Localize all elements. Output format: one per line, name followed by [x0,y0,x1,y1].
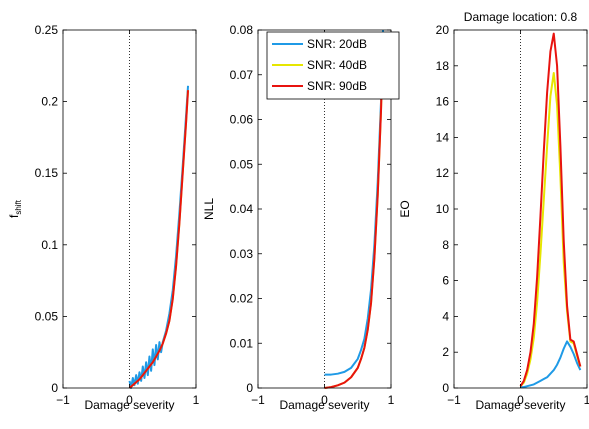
chart3-y-tick-label: 18 [436,59,450,73]
chart1-plot-area [63,30,196,388]
chart1-series-3-line [128,90,190,389]
chart2-y-tick-label: 0.01 [230,336,254,350]
chart1-y-tick-label: 0.05 [35,309,59,323]
chart2-y-tick-label: 0.06 [230,113,254,127]
chart1-x-tick-label: −1 [56,393,70,407]
chart3-y-tick-label: 8 [442,238,449,252]
chart2-legend-label-3: SNR: 90dB [307,79,367,93]
chart2-legend: SNR: 20dB SNR: 40dB SNR: 90dB [266,31,400,100]
chart2-x-tick-label: 1 [388,393,395,407]
chart3-y-tick-label: 4 [442,309,449,323]
chart3-y-tick-label: 10 [436,202,450,216]
chart3-plot-area [454,30,587,388]
chart1-x-axis-label: Damage severity [84,398,174,412]
chart3-y-tick-label: 12 [436,166,450,180]
chart1-x-tick-label: 1 [193,393,200,407]
chart3-x-axis-label: Damage severity [475,398,565,412]
chart3-y-tick-label: 6 [442,274,449,288]
chart3-x-tick-label: 0 [517,393,524,407]
chart2-y-tick-label: 0.05 [230,157,254,171]
chart2-legend-label-2: SNR: 40dB [307,58,367,72]
chart1-y-axis-label-subscript: shift [14,199,23,214]
chart1-x-tick-label: 0 [126,393,133,407]
chart3-series-1-line [520,340,582,389]
chart2-series-3-line [324,38,385,389]
chart3-y-tick-label: 16 [436,95,450,109]
chart2-x-axis-label: Damage severity [279,398,369,412]
chart2-y-tick-label: 0 [246,381,253,395]
chart1-y-tick-label: 0 [51,381,58,395]
chart3-series-2-line [519,71,582,387]
chart2-x-tick-label: −1 [251,393,265,407]
chart2-series-group [324,29,385,389]
chart2-y-tick-label: 0.02 [230,292,254,306]
chart2-x-tick-label: 0 [321,393,328,407]
chart3-title: Damage location: 0.8 [464,10,578,24]
chart1-y-tick-label: 0.25 [35,23,59,37]
chart2-legend-label-1: SNR: 20dB [307,37,367,51]
chart3-y-tick-label: 20 [436,23,450,37]
chart3-series-group [519,32,582,389]
chart2-y-tick-label: 0.08 [230,23,254,37]
chart2-y-tick-label: 0.04 [230,202,254,216]
chart2-y-tick-label: 0.07 [230,68,254,82]
chart3-series-3-line [519,32,582,387]
chart3-y-tick-label: 0 [442,381,449,395]
chart1-y-tick-label: 0.15 [35,166,59,180]
chart1-y-tick-label: 0.2 [41,95,58,109]
chart2-panel: −1 0 100.010.020.030.040.050.060.070.08Dam… [202,23,400,412]
chart1-y-axis-label: fshift [7,199,23,218]
chart3-x-tick-label: −1 [447,393,461,407]
chart3-x-tick-label: 1 [584,393,589,407]
chart1-y-axis-label-main: f [7,214,21,218]
chart3-y-tick-label: 14 [436,130,450,144]
chart3-y-tick-label: 2 [442,345,449,359]
chart2-y-tick-label: 0.03 [230,247,254,261]
chart3-y-axis-label: EO [398,200,412,217]
chart1-y-tick-label: 0.1 [41,238,58,252]
chart2-y-axis-label: NLL [202,198,216,220]
chart1-series-group [128,85,190,389]
